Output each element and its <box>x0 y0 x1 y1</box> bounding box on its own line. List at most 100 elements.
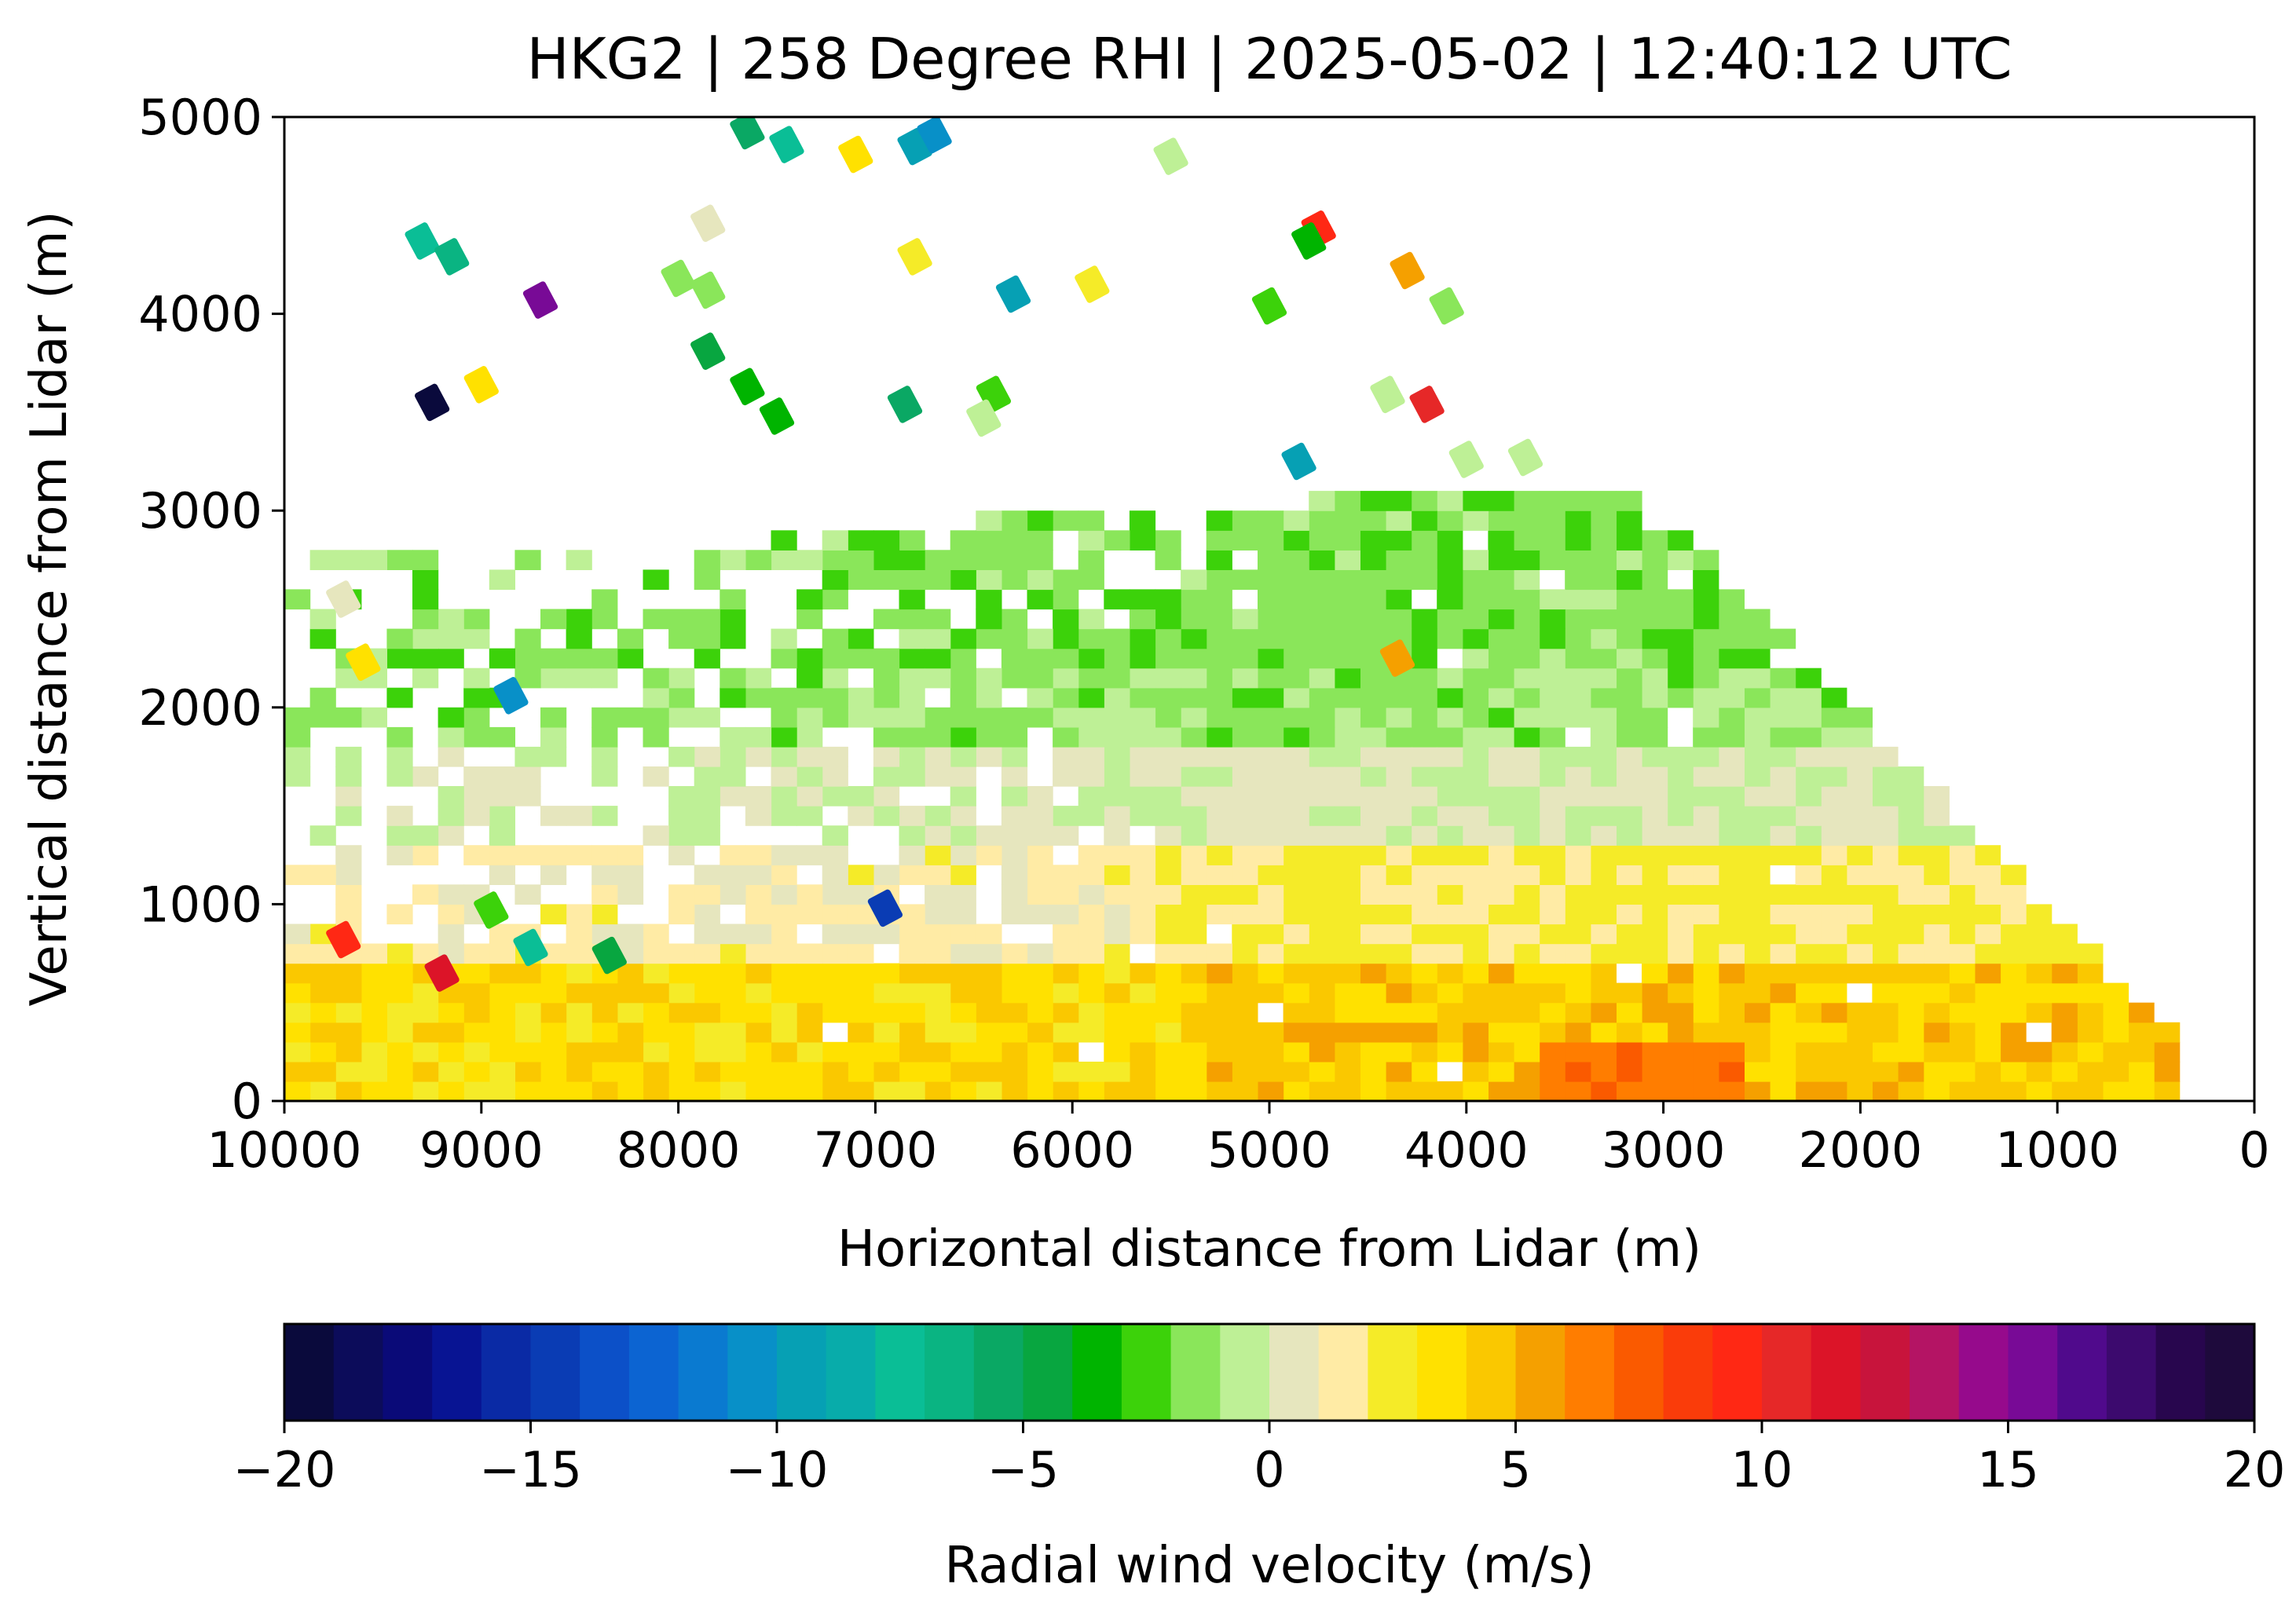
field-cell <box>1667 982 1694 1004</box>
field-cell <box>1206 963 1232 984</box>
field-cell <box>1565 904 1591 925</box>
field-cell <box>1770 806 1796 826</box>
y-tick-label: 5000 <box>138 89 262 146</box>
field-cell <box>1360 668 1386 689</box>
field-cell <box>1283 982 1309 1004</box>
field-cell <box>1846 726 1873 748</box>
field-cell <box>694 904 720 925</box>
field-cell <box>694 550 720 570</box>
field-cell <box>1821 746 1847 767</box>
colorbar-tick-label: −10 <box>726 1441 829 1498</box>
field-cell <box>386 825 413 846</box>
field-cell <box>1590 786 1617 806</box>
field-cell <box>1642 707 1668 728</box>
field-cell <box>1462 1041 1489 1063</box>
field-cell <box>1744 1081 1771 1101</box>
field-cell <box>1718 1041 1745 1063</box>
colorbar-tick-label: 10 <box>1731 1441 1793 1498</box>
field-cell <box>1155 786 1181 806</box>
field-cell <box>1334 1022 1360 1043</box>
field-cell <box>617 648 644 669</box>
field-cell <box>1258 609 1284 630</box>
field-cell <box>694 982 720 1004</box>
field-cell <box>1744 825 1771 846</box>
x-axis: 10000 9000 8000 7000 6000 5000 4000 3000 2000 100… <box>207 1101 2270 1179</box>
field-cell <box>976 589 1002 610</box>
field-cell <box>1590 1041 1617 1063</box>
field-cell <box>1129 746 1156 767</box>
field-cell <box>1411 924 1437 945</box>
field-cell <box>1616 726 1642 748</box>
field-cell <box>617 1081 644 1101</box>
field-cell <box>2051 1041 2078 1063</box>
field-cell <box>1001 648 1028 669</box>
field-cell <box>1334 865 1360 885</box>
field-cell <box>335 1061 362 1082</box>
field-cell <box>925 746 951 767</box>
field-cell <box>540 806 567 826</box>
field-cell <box>1053 1002 1079 1023</box>
field-cell <box>386 904 413 925</box>
field-cell <box>1386 982 1412 1004</box>
x-tick-label: 10000 <box>207 1121 361 1179</box>
field-cell <box>1898 766 1924 787</box>
field-cell <box>463 628 490 649</box>
field-cell <box>1462 589 1489 610</box>
field-cell <box>284 707 311 728</box>
field-cell <box>1744 963 1771 984</box>
field-cell <box>1386 865 1412 885</box>
field-cell <box>1001 963 1028 984</box>
field-cell <box>412 668 439 689</box>
field-cell <box>1488 648 1514 669</box>
colorbar-tick-label: 0 <box>1254 1441 1284 1498</box>
field-cell <box>1642 726 1668 748</box>
field-cell <box>1462 904 1489 925</box>
field-cell <box>335 865 362 885</box>
field-cell <box>1616 1002 1642 1023</box>
field-cell <box>771 746 797 767</box>
field-cell <box>1974 963 2001 984</box>
field-cell <box>1744 786 1771 806</box>
field-cell <box>1001 786 1028 806</box>
field-cell <box>438 1002 464 1023</box>
field-cell <box>2026 924 2052 945</box>
field-cell <box>1309 510 1335 531</box>
field-cell <box>1437 806 1463 826</box>
field-cell <box>720 1002 746 1023</box>
field-cell <box>1437 491 1463 511</box>
field-cell <box>386 687 413 708</box>
field-cell <box>1129 530 1156 550</box>
field-cell <box>591 982 618 1004</box>
field-cell <box>1155 1061 1181 1082</box>
x-tick-label: 2000 <box>1799 1121 1923 1179</box>
field-cell <box>540 1002 567 1023</box>
field-cell <box>822 1002 848 1023</box>
field-cell <box>1437 569 1463 591</box>
field-cell <box>925 726 951 748</box>
field-cell <box>1565 589 1591 610</box>
field-cell <box>1206 589 1232 610</box>
field-cell <box>1283 943 1309 964</box>
field-cell <box>1155 845 1181 865</box>
field-cell <box>1718 825 1745 846</box>
field-cell <box>1232 924 1258 945</box>
field-cell <box>1718 845 1745 865</box>
field-cell <box>1616 687 1642 708</box>
field-cell <box>1590 825 1617 846</box>
field-cell <box>1539 1081 1565 1101</box>
velocity-cell <box>966 399 1002 437</box>
field-cell <box>617 628 644 649</box>
field-cell <box>1386 806 1412 826</box>
field-cell <box>1667 766 1694 787</box>
colorbar-tick-label: −15 <box>479 1441 582 1498</box>
field-cell <box>1718 589 1745 610</box>
field-cell <box>309 982 336 1004</box>
field-cell <box>1129 628 1156 649</box>
field-cell <box>950 550 976 570</box>
field-cell <box>822 687 848 708</box>
field-cell <box>1667 648 1694 669</box>
field-cell <box>1232 884 1258 905</box>
velocity-cell <box>887 386 923 423</box>
field-cell <box>1386 1041 1412 1063</box>
colorbar-label: Radial wind velocity (m/s) <box>944 1537 1594 1595</box>
